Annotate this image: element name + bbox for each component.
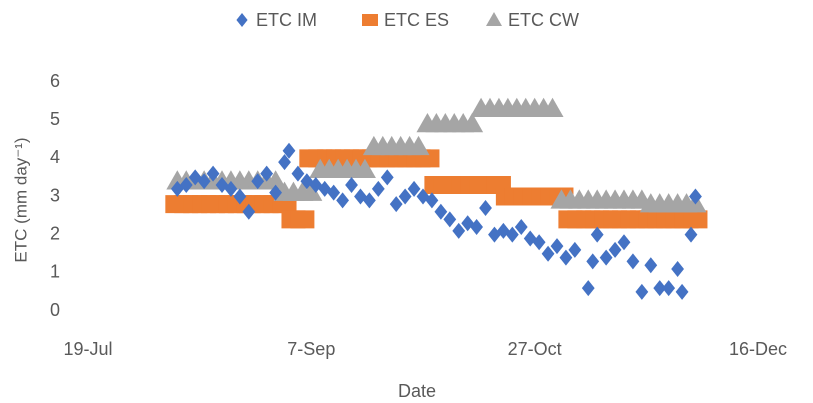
marker (363, 192, 376, 209)
marker (532, 234, 546, 251)
marker (425, 192, 439, 209)
marker (291, 165, 305, 182)
legend-label: ETC CW (508, 10, 579, 30)
marker (407, 180, 421, 197)
marker (170, 180, 184, 197)
x-axis-title: Date (398, 381, 436, 401)
marker (389, 196, 403, 213)
marker (470, 219, 483, 236)
marker (269, 184, 282, 201)
marker (282, 142, 296, 159)
marker (206, 165, 220, 182)
y-tick-label: 3 (50, 185, 60, 205)
marker (179, 177, 193, 194)
y-tick-label: 5 (50, 109, 60, 129)
marker (550, 238, 564, 255)
marker (354, 188, 367, 205)
marker (278, 154, 291, 171)
marker (683, 210, 708, 229)
marker (689, 188, 702, 205)
marker (434, 203, 448, 220)
marker (416, 188, 430, 205)
marker (336, 192, 349, 209)
marker (559, 249, 573, 266)
marker (541, 245, 555, 262)
marker (581, 280, 595, 297)
x-tick-label: 19-Jul (63, 339, 112, 359)
marker (327, 184, 341, 201)
marker (608, 241, 622, 258)
y-tick-label: 1 (50, 262, 60, 282)
marker (626, 253, 640, 270)
legend-marker (362, 14, 378, 26)
marker (479, 199, 492, 216)
marker (197, 173, 211, 190)
marker (684, 226, 698, 243)
marker (568, 241, 582, 258)
y-tick-label: 2 (50, 223, 60, 243)
marker (371, 180, 385, 197)
marker (188, 169, 202, 186)
marker (251, 173, 265, 190)
y-tick-label: 6 (50, 71, 60, 91)
x-tick-label: 16-Dec (729, 339, 787, 359)
x-tick-label: 7-Sep (287, 339, 335, 359)
legend-marker (236, 13, 248, 27)
marker (653, 280, 667, 297)
legend-label: ETC IM (256, 10, 317, 30)
marker (345, 177, 358, 194)
marker (644, 257, 658, 274)
marker (488, 226, 501, 243)
legend-marker (486, 12, 502, 26)
y-tick-label: 0 (50, 300, 60, 320)
marker (290, 210, 315, 229)
legend-label: ETC ES (384, 10, 449, 30)
marker (260, 165, 274, 182)
marker (514, 219, 528, 236)
marker (599, 249, 613, 266)
marker (407, 135, 430, 156)
y-tick-label: 4 (50, 147, 60, 167)
marker (452, 222, 466, 239)
marker (242, 203, 256, 220)
marker (398, 188, 412, 205)
marker (505, 226, 519, 243)
marker (675, 283, 689, 300)
marker (233, 188, 247, 205)
marker (671, 261, 684, 278)
marker (586, 253, 600, 270)
marker (264, 170, 287, 190)
marker (443, 211, 457, 228)
marker (224, 180, 238, 197)
marker (541, 97, 564, 117)
marker (617, 234, 631, 251)
x-tick-label: 27-Oct (508, 339, 562, 359)
marker (635, 283, 649, 300)
marker (300, 181, 323, 201)
marker (318, 180, 332, 197)
marker (380, 169, 394, 186)
marker (590, 226, 604, 243)
marker (662, 280, 676, 297)
marker (353, 158, 376, 179)
y-axis-title: ETC (mm day⁻¹) (11, 137, 30, 262)
marker (461, 112, 484, 133)
